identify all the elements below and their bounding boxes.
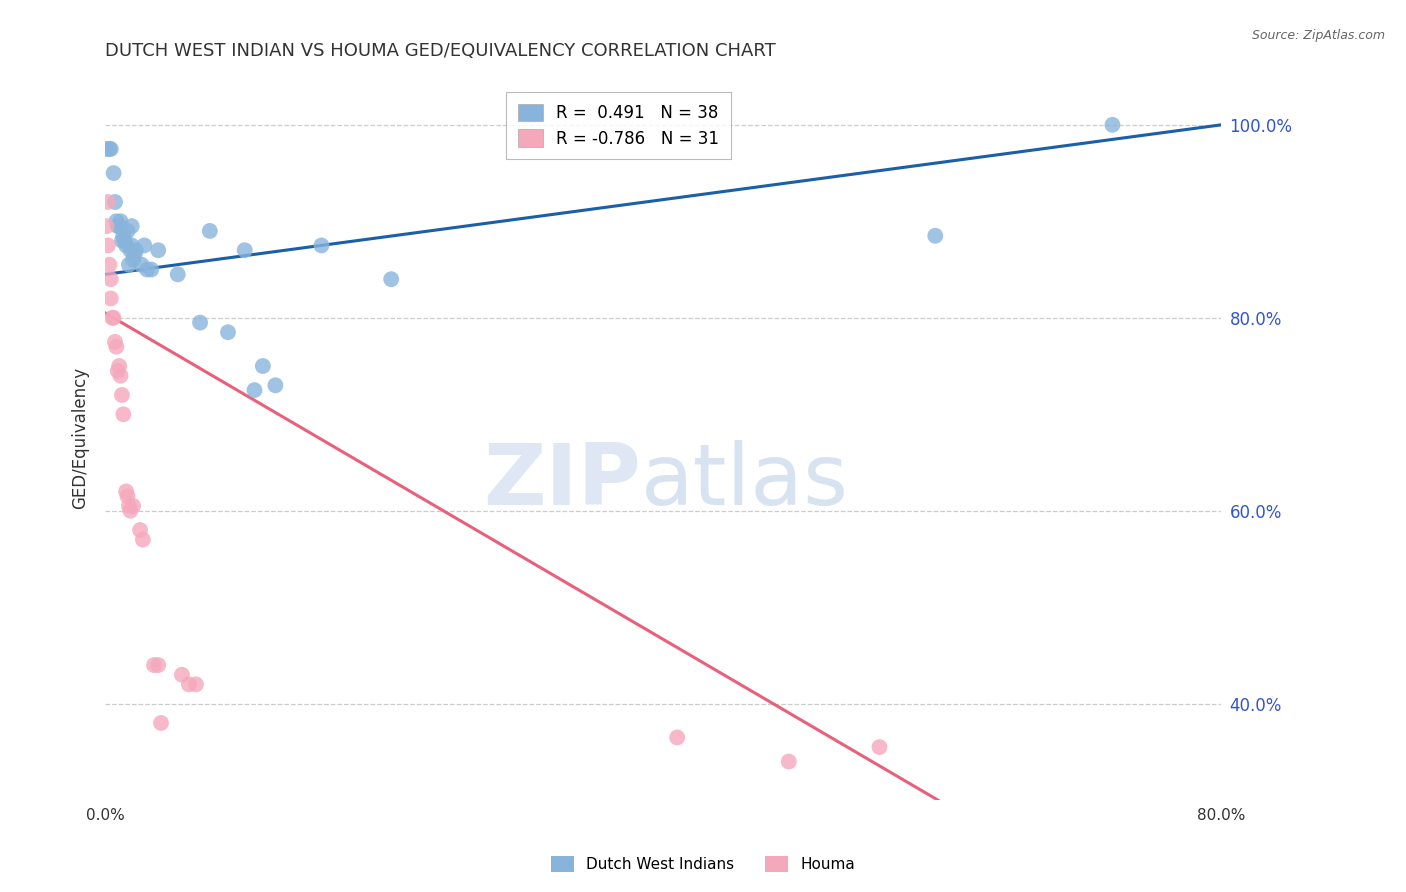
- Point: [105, 214, 128, 228]
- Point: [100, 142, 122, 156]
- Point: [97, 194, 120, 209]
- Y-axis label: GED/Equivalency: GED/Equivalency: [72, 368, 89, 509]
- Text: DUTCH WEST INDIAN VS HOUMA GED/EQUIVALENCY CORRELATION CHART: DUTCH WEST INDIAN VS HOUMA GED/EQUIVALEN…: [105, 42, 776, 60]
- Point: [110, 368, 132, 383]
- Point: [134, 238, 156, 252]
- Point: [233, 244, 256, 258]
- Point: [105, 340, 128, 354]
- Point: [217, 325, 239, 339]
- Point: [129, 523, 152, 537]
- Point: [96, 142, 118, 156]
- Point: [111, 388, 134, 402]
- Point: [188, 316, 211, 330]
- Point: [114, 234, 136, 248]
- Point: [118, 499, 141, 513]
- Point: [311, 238, 333, 252]
- Point: [111, 234, 134, 248]
- Point: [120, 244, 142, 258]
- Point: [107, 219, 129, 234]
- Point: [104, 334, 127, 349]
- Point: [121, 238, 143, 252]
- Point: [198, 224, 221, 238]
- Point: [125, 244, 148, 258]
- Text: atlas: atlas: [641, 441, 849, 524]
- Point: [252, 359, 274, 373]
- Text: ZIP: ZIP: [484, 441, 641, 524]
- Point: [117, 224, 139, 238]
- Point: [148, 244, 170, 258]
- Point: [170, 667, 193, 681]
- Point: [98, 142, 121, 156]
- Point: [143, 658, 166, 673]
- Text: Source: ZipAtlas.com: Source: ZipAtlas.com: [1251, 29, 1385, 42]
- Point: [100, 292, 122, 306]
- Point: [131, 258, 153, 272]
- Legend: Dutch West Indians, Houma: Dutch West Indians, Houma: [544, 848, 862, 880]
- Point: [141, 262, 163, 277]
- Point: [177, 677, 200, 691]
- Point: [112, 407, 135, 421]
- Point: [869, 740, 891, 755]
- Point: [117, 489, 139, 503]
- Point: [122, 252, 145, 267]
- Point: [103, 310, 125, 325]
- Point: [103, 166, 125, 180]
- Point: [148, 658, 170, 673]
- Point: [132, 533, 155, 547]
- Point: [115, 238, 138, 252]
- Point: [112, 228, 135, 243]
- Point: [124, 248, 146, 262]
- Point: [110, 214, 132, 228]
- Point: [97, 238, 120, 252]
- Point: [108, 219, 131, 234]
- Point: [778, 755, 800, 769]
- Point: [118, 258, 141, 272]
- Point: [243, 383, 266, 397]
- Legend: R =  0.491   N = 38, R = -0.786   N = 31: R = 0.491 N = 38, R = -0.786 N = 31: [506, 92, 731, 160]
- Point: [96, 219, 118, 234]
- Point: [666, 731, 689, 745]
- Point: [150, 716, 173, 731]
- Point: [120, 504, 142, 518]
- Point: [100, 272, 122, 286]
- Point: [264, 378, 287, 392]
- Point: [924, 228, 946, 243]
- Point: [1101, 118, 1123, 132]
- Point: [121, 219, 143, 234]
- Point: [104, 194, 127, 209]
- Point: [101, 310, 124, 325]
- Point: [184, 677, 207, 691]
- Point: [136, 262, 159, 277]
- Point: [115, 484, 138, 499]
- Point: [108, 359, 131, 373]
- Point: [380, 272, 402, 286]
- Point: [98, 258, 121, 272]
- Point: [107, 364, 129, 378]
- Point: [122, 499, 145, 513]
- Point: [166, 268, 188, 282]
